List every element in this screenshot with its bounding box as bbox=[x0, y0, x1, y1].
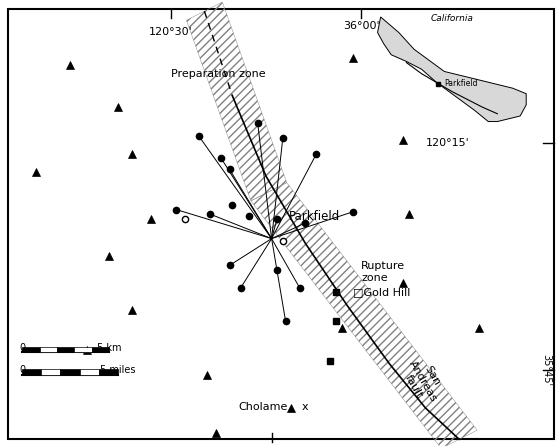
Text: California: California bbox=[431, 14, 473, 23]
Bar bbox=[99, 369, 118, 375]
Text: Rupture
zone: Rupture zone bbox=[361, 261, 405, 282]
Bar bbox=[41, 369, 60, 375]
Text: 5 km: 5 km bbox=[97, 343, 122, 352]
Bar bbox=[57, 347, 74, 352]
Text: San
Andreas
fault: San Andreas fault bbox=[398, 354, 448, 409]
Bar bbox=[80, 369, 99, 375]
Text: Parkfield: Parkfield bbox=[289, 210, 340, 223]
Bar bbox=[74, 347, 92, 352]
Bar bbox=[22, 347, 40, 352]
Text: 120°30': 120°30' bbox=[149, 27, 193, 37]
Text: Cholame: Cholame bbox=[238, 402, 287, 412]
Text: 5 miles: 5 miles bbox=[100, 365, 136, 375]
Bar bbox=[40, 347, 57, 352]
Bar bbox=[92, 347, 109, 352]
Text: x: x bbox=[301, 402, 308, 412]
Text: Preparation zone: Preparation zone bbox=[171, 69, 265, 78]
Polygon shape bbox=[377, 17, 526, 122]
Text: □Gold Hill: □Gold Hill bbox=[353, 288, 410, 297]
Text: 120°15': 120°15' bbox=[426, 138, 469, 148]
Text: 0: 0 bbox=[20, 343, 25, 352]
Text: 35°45': 35°45' bbox=[541, 354, 551, 386]
Text: 36°00': 36°00' bbox=[343, 21, 380, 31]
Bar bbox=[22, 369, 41, 375]
Text: Parkfield: Parkfield bbox=[444, 79, 477, 88]
Text: 0: 0 bbox=[20, 365, 25, 375]
Bar bbox=[60, 369, 80, 375]
